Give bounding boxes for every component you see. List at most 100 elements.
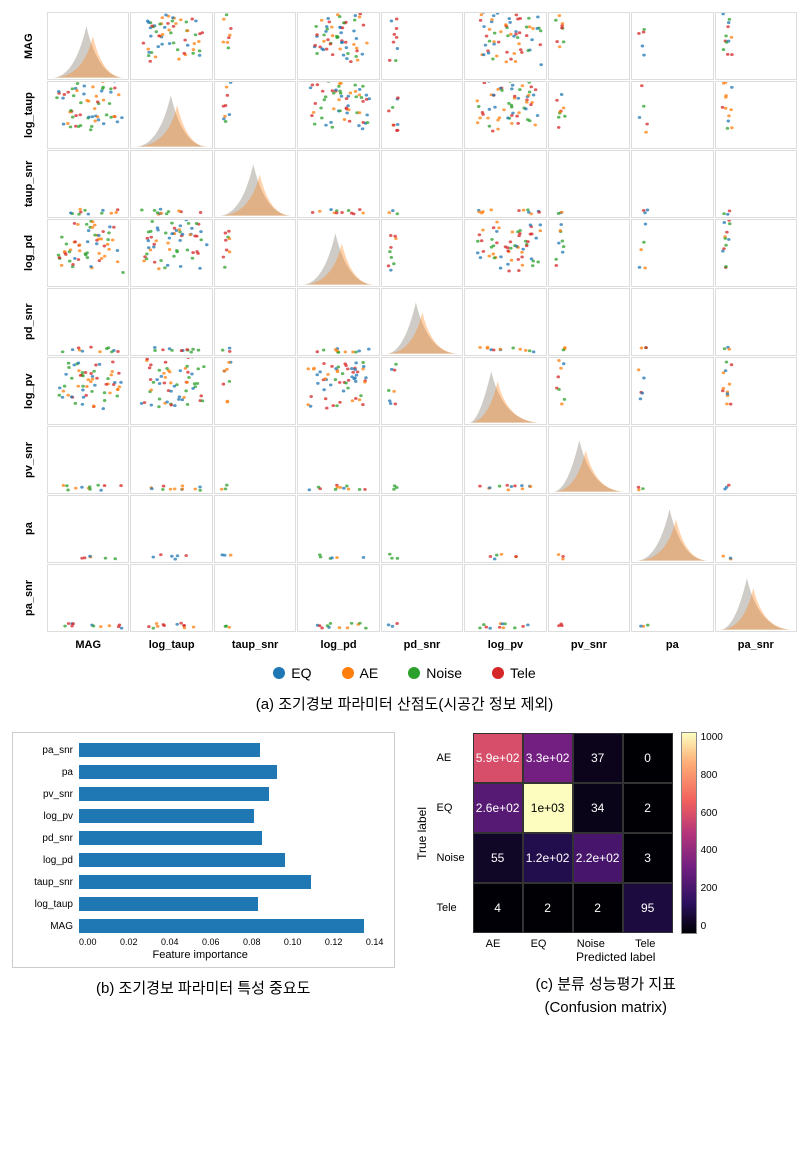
scatter-cell: [297, 357, 379, 425]
scatter-diag-cell: [548, 426, 630, 494]
scatter-cell: [47, 219, 129, 287]
confmat-col-label: EQ: [531, 938, 547, 950]
confmat-cell: 3: [623, 833, 673, 883]
feature-bar-label: pa: [17, 767, 79, 778]
cm-xlabel: Predicted label: [435, 950, 798, 964]
confmat-row-label: EQ: [437, 802, 465, 814]
feature-bar: [79, 853, 285, 867]
scatter-cell: [47, 426, 129, 494]
scatter-cell: [381, 81, 463, 149]
feature-bar-label: pv_snr: [17, 789, 79, 800]
feature-bar-label: log_pd: [17, 855, 79, 866]
scatter-col-label: pa_snr: [715, 633, 797, 657]
confmat-cell: 55: [473, 833, 523, 883]
scatter-cell: [214, 357, 296, 425]
legend-dot: [492, 667, 504, 679]
legend-item: Tele: [492, 665, 536, 681]
scatter-cell: [214, 288, 296, 356]
confmat-cell: 4: [473, 883, 523, 933]
scatter-cell: [47, 288, 129, 356]
scatter-cell: [130, 288, 212, 356]
scatter-cell: [548, 150, 630, 218]
feature-importance-panel: pa_snrpapv_snrlog_pvpd_snrlog_pdtaup_snr…: [12, 732, 395, 1019]
scatter-cell: [464, 219, 546, 287]
scatter-cell: [47, 81, 129, 149]
scatter-cell: [381, 150, 463, 218]
confmat-cell: 3.3e+02: [523, 733, 573, 783]
feature-bar-row: log_taup: [17, 893, 384, 915]
colorbar-tick: 1000: [701, 732, 723, 743]
scatter-cell: [548, 81, 630, 149]
scatter-diag-cell: [464, 357, 546, 425]
scatter-diag-cell: [47, 12, 129, 80]
scatter-cell: [297, 12, 379, 80]
scatter-cell: [464, 12, 546, 80]
scatter-cell: [214, 426, 296, 494]
scatter-cell: [297, 150, 379, 218]
cm-ylabel: True label: [415, 807, 429, 860]
legend-label: AE: [360, 665, 379, 681]
scatter-cell: [548, 357, 630, 425]
scatter-cell: [548, 12, 630, 80]
scatter-cell: [130, 564, 212, 632]
scatter-cell: [130, 219, 212, 287]
feature-bar: [79, 743, 260, 757]
feature-bar-label: log_taup: [17, 899, 79, 910]
scatter-matrix: MAGlog_tauptaup_snrlog_pdpd_snrlog_pvpv_…: [12, 12, 797, 657]
feature-bar-row: log_pv: [17, 805, 384, 827]
scatter-cell: [631, 357, 713, 425]
scatter-diag-cell: [381, 288, 463, 356]
scatter-cell: [381, 12, 463, 80]
confmat-row-label: AE: [437, 752, 465, 764]
scatter-cell: [631, 150, 713, 218]
feature-bar-row: pv_snr: [17, 783, 384, 805]
confmat-col-label: AE: [486, 938, 501, 950]
class-legend: EQAENoiseTele: [12, 665, 797, 681]
scatter-col-label: taup_snr: [214, 633, 296, 657]
feature-bar-row: pa_snr: [17, 739, 384, 761]
feature-bar: [79, 765, 277, 779]
scatter-row-label: log_taup: [12, 81, 46, 149]
scatter-cell: [464, 564, 546, 632]
scatter-cell: [548, 288, 630, 356]
feature-bar: [79, 787, 269, 801]
confusion-matrix: 5.9e+023.3e+023702.6e+021e+03342551.2e+0…: [473, 733, 673, 933]
confmat-col-label: Tele: [635, 938, 655, 950]
confmat-cell: 5.9e+02: [473, 733, 523, 783]
scatter-cell: [297, 81, 379, 149]
legend-dot: [408, 667, 420, 679]
scatter-cell: [214, 12, 296, 80]
scatter-cell: [464, 81, 546, 149]
caption-c: (c) 분류 성능평가 지표 (Confusion matrix): [415, 974, 798, 1019]
scatter-cell: [381, 426, 463, 494]
scatter-cell: [297, 426, 379, 494]
scatter-cell: [631, 288, 713, 356]
scatter-diag-cell: [130, 81, 212, 149]
confmat-row-label: Tele: [437, 902, 465, 914]
scatter-cell: [715, 495, 797, 563]
scatter-cell: [297, 495, 379, 563]
scatter-diag-cell: [214, 150, 296, 218]
confmat-cell: 0: [623, 733, 673, 783]
scatter-cell: [464, 288, 546, 356]
colorbar: [681, 732, 697, 934]
scatter-cell: [631, 426, 713, 494]
scatter-row-label: pv_snr: [12, 426, 46, 494]
scatter-cell: [548, 564, 630, 632]
feature-bar-row: pd_snr: [17, 827, 384, 849]
scatter-cell: [464, 426, 546, 494]
scatter-row-label: pd_snr: [12, 288, 46, 356]
scatter-cell: [130, 150, 212, 218]
scatter-row-label: pa: [12, 495, 46, 563]
feature-bar-row: pa: [17, 761, 384, 783]
confmat-cell: 1e+03: [523, 783, 573, 833]
colorbar-tick: 800: [701, 770, 723, 781]
confmat-cell: 34: [573, 783, 623, 833]
scatter-diag-cell: [297, 219, 379, 287]
confmat-cell: 37: [573, 733, 623, 783]
scatter-cell: [631, 219, 713, 287]
legend-label: Noise: [426, 665, 462, 681]
scatter-cell: [715, 81, 797, 149]
scatter-col-label: log_pd: [297, 633, 379, 657]
scatter-cell: [464, 150, 546, 218]
